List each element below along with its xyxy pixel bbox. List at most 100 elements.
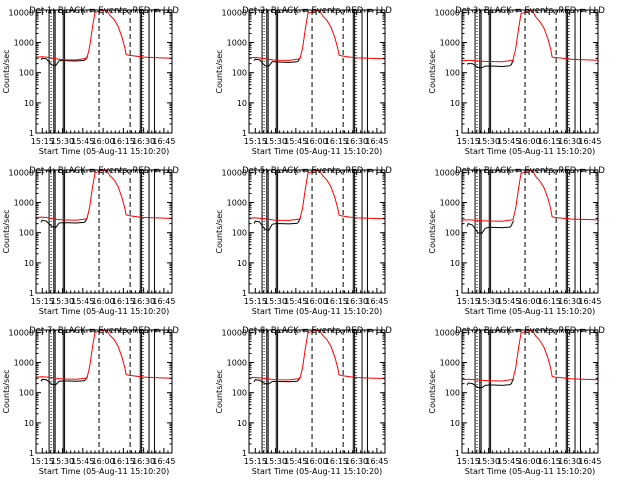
panel-data xyxy=(249,10,385,133)
y-tick-label: 1 xyxy=(455,449,460,458)
y-tick-label: 1 xyxy=(242,449,247,458)
y-tick-label: 100 xyxy=(445,69,460,78)
events-series-line xyxy=(40,376,89,386)
y-tick-label: 10 xyxy=(450,419,460,428)
y-tick-label: 10000 xyxy=(222,8,247,17)
x-tick-label: 16:45 xyxy=(578,297,601,306)
y-tick-label: 100 xyxy=(232,389,247,398)
y-tick-label: 10 xyxy=(237,419,247,428)
events-series-line xyxy=(40,55,89,66)
y-tick-label: 100 xyxy=(19,229,34,238)
x-tick-label: 16:00 xyxy=(518,297,541,306)
y-tick-label: 10 xyxy=(450,99,460,108)
panel-data xyxy=(462,10,598,133)
panel-frame xyxy=(248,329,386,454)
x-tick-label: 16:00 xyxy=(92,137,115,146)
x-tick-label: 16:15 xyxy=(112,137,135,146)
x-tick-label: 16:45 xyxy=(578,457,601,466)
x-tick-label: 15:45 xyxy=(71,457,94,466)
lld-series-line xyxy=(462,330,598,382)
x-tick-label: 16:15 xyxy=(538,457,561,466)
y-tick-label: 10000 xyxy=(435,168,460,177)
y-tick-label: 1000 xyxy=(440,199,460,208)
x-tick-label: 15:15 xyxy=(457,137,480,146)
x-tick-label: 16:00 xyxy=(92,297,115,306)
y-tick-label: 1 xyxy=(242,129,247,138)
x-tick-label: 16:30 xyxy=(132,457,155,466)
panel-data xyxy=(36,10,172,133)
y-tick-label: 10000 xyxy=(222,168,247,177)
x-axis-title: Start Time (05-Aug-11 15:10:20) xyxy=(39,147,170,156)
y-tick-label: 100 xyxy=(232,69,247,78)
lld-series-line xyxy=(249,10,385,61)
y-tick-label: 1000 xyxy=(440,359,460,368)
x-tick-label: 16:45 xyxy=(365,137,388,146)
y-axis-title: Counts/sec xyxy=(215,49,224,93)
lld-series-line xyxy=(36,170,172,221)
y-tick-label: 100 xyxy=(445,389,460,398)
x-tick-label: 16:15 xyxy=(112,457,135,466)
x-tick-label: 15:45 xyxy=(71,297,94,306)
y-axis-title: Counts/sec xyxy=(428,49,437,93)
panel-frame xyxy=(461,329,599,454)
x-tick-label: 16:30 xyxy=(558,457,581,466)
x-tick-label: 16:00 xyxy=(305,457,328,466)
y-axis-title: Counts/sec xyxy=(2,369,11,413)
x-axis-title: Start Time (05-Aug-11 15:10:20) xyxy=(252,147,383,156)
y-tick-label: 1000 xyxy=(14,39,34,48)
x-tick-label: 16:15 xyxy=(325,137,348,146)
y-tick-label: 10000 xyxy=(435,8,460,17)
x-tick-label: 15:30 xyxy=(477,297,500,306)
y-axis-title: Counts/sec xyxy=(215,209,224,253)
detector-panel-8: Det 8: BLACK = Events, RED = LLD11010010… xyxy=(215,326,392,476)
panel-frame xyxy=(248,169,386,294)
y-axis-title: Counts/sec xyxy=(428,369,437,413)
x-tick-label: 15:30 xyxy=(264,137,287,146)
y-tick-label: 10 xyxy=(237,259,247,268)
panel-frame xyxy=(461,9,599,134)
x-tick-label: 16:30 xyxy=(132,137,155,146)
x-tick-label: 15:15 xyxy=(457,297,480,306)
x-tick-label: 16:15 xyxy=(538,137,561,146)
lld-series-line xyxy=(249,330,385,381)
detector-panel-5: Det 5: BLACK = Events, RED = LLD11010010… xyxy=(215,166,392,316)
x-tick-label: 15:45 xyxy=(71,137,94,146)
x-tick-label: 16:00 xyxy=(305,297,328,306)
x-axis-title: Start Time (05-Aug-11 15:10:20) xyxy=(465,307,596,316)
lld-series-line xyxy=(249,170,385,221)
y-axis-title: Counts/sec xyxy=(428,209,437,253)
panel-frame xyxy=(461,169,599,294)
x-tick-label: 15:15 xyxy=(31,137,54,146)
x-axis-title: Start Time (05-Aug-11 15:10:20) xyxy=(39,467,170,476)
detector-panel-1: Det 1: BLACK = Events, RED = LLD 1 10 100 10… xyxy=(2,6,179,156)
panel-frame xyxy=(35,9,173,134)
panel-data xyxy=(249,170,385,293)
x-tick-label: 15:45 xyxy=(497,457,520,466)
x-tick-label: 16:30 xyxy=(345,297,368,306)
y-tick-label: 100 xyxy=(445,229,460,238)
events-series-line xyxy=(253,56,302,67)
x-tick-label: 16:00 xyxy=(518,457,541,466)
y-tick-label: 1000 xyxy=(14,199,34,208)
y-tick-label: 10 xyxy=(24,259,34,268)
y-tick-label: 1000 xyxy=(227,359,247,368)
y-tick-label: 1 xyxy=(29,289,34,298)
events-series-line xyxy=(466,378,515,389)
lld-series-line xyxy=(36,10,172,61)
x-tick-label: 16:15 xyxy=(325,297,348,306)
x-tick-label: 16:45 xyxy=(152,137,175,146)
events-series-line xyxy=(253,217,302,231)
x-tick-label: 15:15 xyxy=(31,457,54,466)
events-series-line xyxy=(466,59,515,69)
x-tick-label: 15:30 xyxy=(264,297,287,306)
detector-panel-9: Det 9: BLACK = Events, RED = LLD11010010… xyxy=(428,326,605,476)
y-tick-label: 100 xyxy=(19,69,34,78)
x-tick-label: 15:15 xyxy=(31,297,54,306)
x-tick-label: 15:30 xyxy=(51,457,74,466)
y-tick-label: 1000 xyxy=(227,39,247,48)
x-tick-label: 15:30 xyxy=(477,457,500,466)
x-tick-label: 16:00 xyxy=(92,457,115,466)
lld-series-line xyxy=(462,10,598,63)
y-tick-label: 10000 xyxy=(9,8,34,17)
x-tick-label: 15:45 xyxy=(284,297,307,306)
